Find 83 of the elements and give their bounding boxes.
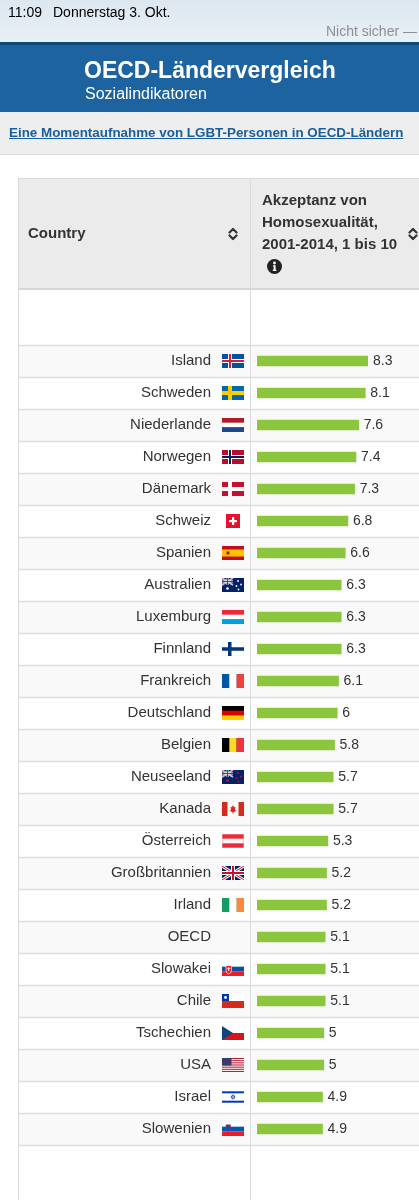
y-tick-label: Chile	[176, 991, 211, 1009]
bar	[257, 963, 326, 975]
y-tick-label: Niederlande	[130, 415, 211, 433]
y-tick-label: Israel	[174, 1087, 211, 1105]
data-label: 6.1	[343, 671, 364, 688]
bar	[257, 739, 335, 751]
bar	[257, 803, 334, 815]
data-label: 5.2	[331, 863, 352, 880]
data-label: 5.2	[331, 895, 352, 912]
data-label: 5.7	[338, 767, 358, 784]
data-label: 4.9	[327, 1119, 348, 1136]
chart-title: OECD-Ländervergleich	[84, 57, 336, 84]
bar	[257, 835, 329, 847]
bar	[257, 707, 338, 719]
y-tick-label: Tschechien	[135, 1023, 211, 1041]
data-label: 5.1	[330, 991, 350, 1008]
chart-subtitle: Sozialindikatoren	[85, 85, 207, 103]
y-tick-label: Slowakei	[150, 959, 211, 977]
data-label: 5.8	[339, 735, 360, 752]
data-label: 6	[342, 703, 351, 720]
data-label: 8.1	[370, 383, 390, 400]
y-tick-label: USA	[180, 1055, 211, 1073]
bar	[257, 1091, 323, 1103]
y-tick-label: OECD	[167, 927, 212, 945]
bar	[257, 899, 327, 911]
text: Akzeptanz von Homosexualität, 2001-2014, 1 bis 10	[262, 190, 399, 254]
data-label: 6.3	[346, 607, 366, 624]
text: Country	[28, 224, 86, 241]
bar	[257, 1059, 325, 1071]
bar	[257, 515, 349, 527]
text: Donnerstag 3. Okt.	[53, 4, 171, 20]
data-label: 6.8	[352, 511, 373, 528]
data-label: 8.3	[373, 351, 393, 368]
bar	[257, 771, 334, 783]
data-label: 7.6	[363, 415, 384, 432]
data-label: 5.1	[330, 959, 350, 976]
y-tick-label: Deutschland	[127, 703, 211, 721]
y-tick-label: Luxemburg	[135, 607, 211, 625]
y-tick-label: Slowenien	[141, 1119, 211, 1137]
y-tick-label: Spanien	[155, 543, 211, 561]
bar	[257, 675, 339, 687]
data-label: 6.3	[346, 575, 366, 592]
bar	[257, 611, 342, 623]
y-tick-label: Kanada	[159, 799, 212, 817]
bar	[257, 867, 327, 879]
data-label: 5	[328, 1055, 337, 1072]
y-tick-label: Österreich	[141, 831, 211, 849]
y-tick-label: Belgien	[160, 735, 211, 753]
bar	[257, 995, 326, 1007]
data-label: 7.3	[359, 479, 380, 496]
bar	[257, 547, 346, 559]
text: 11:09	[8, 4, 42, 20]
data-label: 5.1	[330, 927, 350, 944]
bar	[257, 483, 355, 495]
y-tick-label: Neuseeland	[130, 767, 211, 785]
y-tick-label: Australien	[144, 575, 211, 593]
data-label: 7.4	[360, 447, 381, 464]
bar	[257, 387, 366, 399]
text: Eine Momentaufnahme von LGBT-Personen in OECD-Ländern	[9, 125, 404, 140]
y-tick-label: Großbritannien	[110, 863, 211, 881]
y-tick-label: Frankreich	[140, 671, 211, 689]
data-label: 5.7	[338, 799, 358, 816]
y-tick-label: Island	[170, 351, 211, 369]
data-label: 4.9	[327, 1087, 348, 1104]
bar	[257, 419, 359, 431]
bar	[257, 579, 342, 591]
data-label: 5.3	[332, 831, 353, 848]
y-tick-label: Irland	[173, 895, 211, 913]
data-label: 6.6	[350, 543, 370, 560]
data-label: 6.3	[346, 639, 366, 656]
bar	[257, 1123, 323, 1135]
y-tick-label: Dänemark	[141, 479, 212, 497]
bar	[257, 931, 326, 943]
y-tick-label: Schweden	[140, 383, 211, 401]
data-label: 5	[328, 1023, 337, 1040]
y-tick-label: Norwegen	[142, 447, 211, 465]
text: Nicht sicher —	[325, 23, 417, 39]
bar	[257, 355, 368, 367]
bar	[257, 1027, 325, 1039]
y-tick-label: Schweiz	[155, 511, 211, 529]
y-tick-label: Finnland	[153, 639, 211, 657]
bar	[257, 643, 342, 655]
bar	[257, 451, 357, 463]
